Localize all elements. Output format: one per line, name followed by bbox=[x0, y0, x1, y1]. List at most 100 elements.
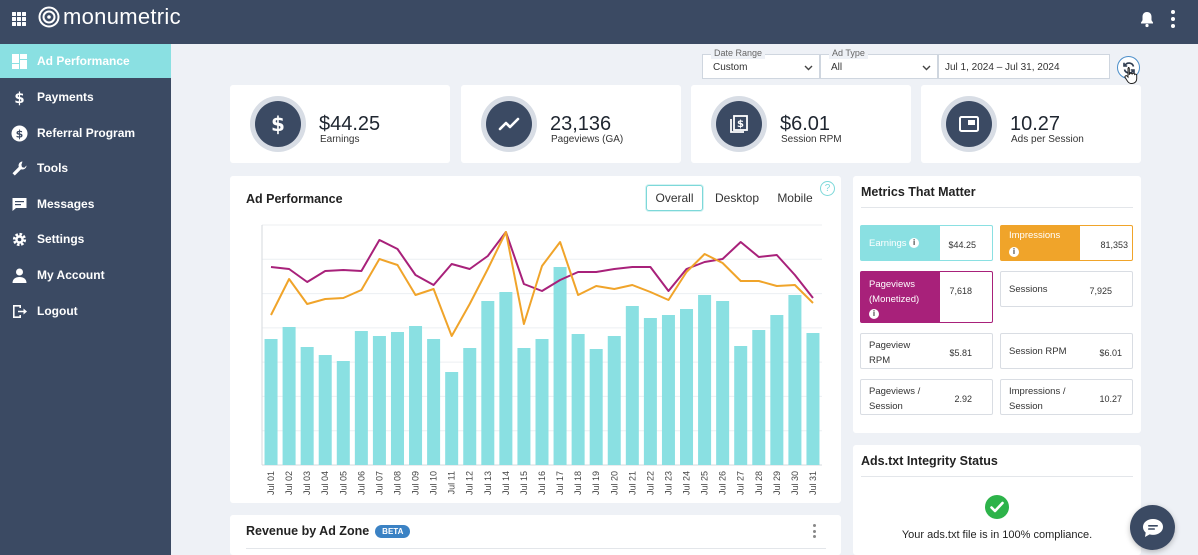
sidebar-item-label: Settings bbox=[37, 232, 85, 246]
metric-value: 7,618 bbox=[949, 286, 972, 296]
x-tick-label: Jul 22 bbox=[645, 471, 655, 495]
x-tick-label: Jul 30 bbox=[790, 471, 800, 495]
sidebar-item-ad-performance[interactable]: Ad Performance bbox=[0, 44, 171, 78]
chart-bar bbox=[752, 330, 766, 465]
x-tick-label: Jul 05 bbox=[338, 471, 348, 495]
chart-line-series-1 bbox=[270, 231, 814, 299]
divider bbox=[861, 476, 1133, 477]
chart-bar bbox=[463, 348, 477, 465]
x-tick-label: Jul 23 bbox=[663, 471, 673, 495]
ad-window-icon bbox=[959, 116, 979, 132]
x-tick-label: Jul 07 bbox=[374, 471, 384, 495]
svg-text:$: $ bbox=[737, 119, 744, 130]
x-tick-label: Jul 29 bbox=[772, 471, 782, 495]
svg-text:$: $ bbox=[14, 89, 24, 106]
sidebar-item-my-account[interactable]: My Account bbox=[0, 258, 171, 292]
x-tick-label: Jul 18 bbox=[573, 471, 583, 495]
sidebar-item-payments[interactable]: $ Payments bbox=[0, 80, 171, 114]
x-tick-label: Jul 27 bbox=[736, 471, 746, 495]
dollar-icon: $ bbox=[11, 89, 28, 106]
sidebar-item-settings[interactable]: Settings bbox=[0, 222, 171, 256]
chart-bar bbox=[264, 339, 278, 465]
chart-bar bbox=[553, 267, 567, 465]
metric-value: $44.25 bbox=[948, 240, 976, 250]
dashboard-icon bbox=[11, 53, 28, 70]
sidebar-item-label: Tools bbox=[37, 161, 69, 175]
apps-grid-icon[interactable] bbox=[12, 12, 26, 26]
chart-bar bbox=[481, 301, 495, 465]
x-tick-label: Jul 08 bbox=[392, 471, 402, 495]
metric-value: $5.81 bbox=[949, 348, 972, 358]
chart-bar bbox=[336, 361, 350, 465]
referral-dollar-icon: $ bbox=[11, 125, 28, 142]
chat-button[interactable] bbox=[1130, 505, 1175, 550]
x-tick-label: Jul 21 bbox=[627, 471, 637, 495]
info-icon[interactable]: i bbox=[909, 238, 920, 249]
date-range-value: Custom bbox=[713, 62, 748, 73]
metric-label: Impressions bbox=[1009, 230, 1061, 241]
revenue-more-icon[interactable] bbox=[813, 524, 817, 538]
logo-text: monumetric bbox=[63, 4, 181, 29]
metric-tile-pageviews-per-session: Pageviews / Session 2.92 bbox=[860, 379, 993, 415]
revenue-title: Revenue by Ad Zone BETA bbox=[246, 524, 411, 539]
metric-label: Pageviews / Session bbox=[869, 386, 921, 412]
chat-bubble-icon bbox=[1142, 518, 1163, 537]
more-options-icon[interactable] bbox=[1170, 10, 1176, 28]
user-icon bbox=[11, 267, 28, 284]
stat-label: Pageviews (GA) bbox=[551, 134, 624, 145]
info-icon[interactable]: i bbox=[1009, 247, 1019, 257]
tab-mobile[interactable]: Mobile bbox=[777, 191, 813, 205]
chart-bar bbox=[716, 301, 730, 465]
divider bbox=[246, 548, 826, 549]
date-range-input[interactable]: Jul 1, 2024 – Jul 31, 2024 bbox=[938, 54, 1110, 79]
info-icon[interactable]: i bbox=[869, 309, 879, 319]
date-range-select[interactable]: Date Range Custom bbox=[702, 48, 820, 79]
bell-icon[interactable] bbox=[1138, 10, 1156, 28]
x-tick-label: Jul 10 bbox=[429, 471, 439, 495]
help-icon[interactable]: ? bbox=[820, 181, 835, 196]
ad-performance-chart: Jul 01 Jul 02 Jul 03 Jul 04 Jul 05 Jul 06 Jul … bbox=[261, 224, 822, 495]
logout-icon bbox=[11, 303, 28, 320]
x-tick-label: Jul 03 bbox=[302, 471, 312, 495]
sidebar-item-label: Payments bbox=[37, 90, 94, 104]
metric-label: Impressions / Session bbox=[1009, 386, 1066, 412]
check-circle-icon bbox=[985, 495, 1009, 519]
beta-badge: BETA bbox=[375, 525, 411, 539]
sidebar-item-logout[interactable]: Logout bbox=[0, 294, 171, 328]
metric-label: Pageview RPM bbox=[869, 340, 911, 366]
chart-bar bbox=[499, 292, 513, 465]
logo[interactable]: monumetric bbox=[38, 4, 181, 29]
x-tick-label: Jul 04 bbox=[320, 471, 330, 495]
stat-label: Earnings bbox=[320, 134, 360, 145]
tab-overall[interactable]: Overall bbox=[646, 185, 703, 211]
metrics-title: Metrics That Matter bbox=[861, 185, 976, 199]
x-tick-label: Jul 12 bbox=[465, 471, 475, 495]
x-tick-label: Jul 28 bbox=[754, 471, 764, 495]
chevron-down-icon bbox=[922, 65, 931, 71]
logo-spiral-icon bbox=[38, 6, 60, 28]
chart-bar bbox=[698, 295, 712, 465]
chart-bar bbox=[661, 315, 675, 465]
metric-value: 7,925 bbox=[1089, 286, 1112, 296]
tab-desktop[interactable]: Desktop bbox=[714, 191, 760, 205]
stat-value: 10.27 bbox=[1010, 113, 1061, 135]
sidebar-item-referral-program[interactable]: $ Referral Program bbox=[0, 116, 171, 150]
x-tick-label: Jul 15 bbox=[519, 471, 529, 495]
chart-bar bbox=[806, 333, 820, 465]
sidebar-item-label: Messages bbox=[37, 197, 95, 211]
sidebar-item-tools[interactable]: Tools bbox=[0, 151, 171, 185]
ad-type-select[interactable]: Ad Type All bbox=[820, 48, 938, 79]
ad-type-value: All bbox=[831, 62, 843, 73]
x-tick-label: Jul 09 bbox=[411, 471, 421, 495]
chart-bar bbox=[318, 355, 332, 465]
divider bbox=[861, 207, 1133, 208]
x-tick-label: Jul 24 bbox=[682, 471, 692, 495]
chart-bar bbox=[409, 326, 423, 465]
chart-line-series-2 bbox=[270, 231, 814, 337]
stat-card-pageviews: 23,136 Pageviews (GA) bbox=[461, 85, 681, 163]
x-tick-label: Jul 20 bbox=[609, 471, 619, 495]
chart-bar bbox=[445, 372, 459, 465]
sidebar-item-label: My Account bbox=[37, 268, 105, 282]
sidebar-item-messages[interactable]: Messages bbox=[0, 187, 171, 221]
revenue-title-text: Revenue by Ad Zone bbox=[246, 524, 370, 538]
